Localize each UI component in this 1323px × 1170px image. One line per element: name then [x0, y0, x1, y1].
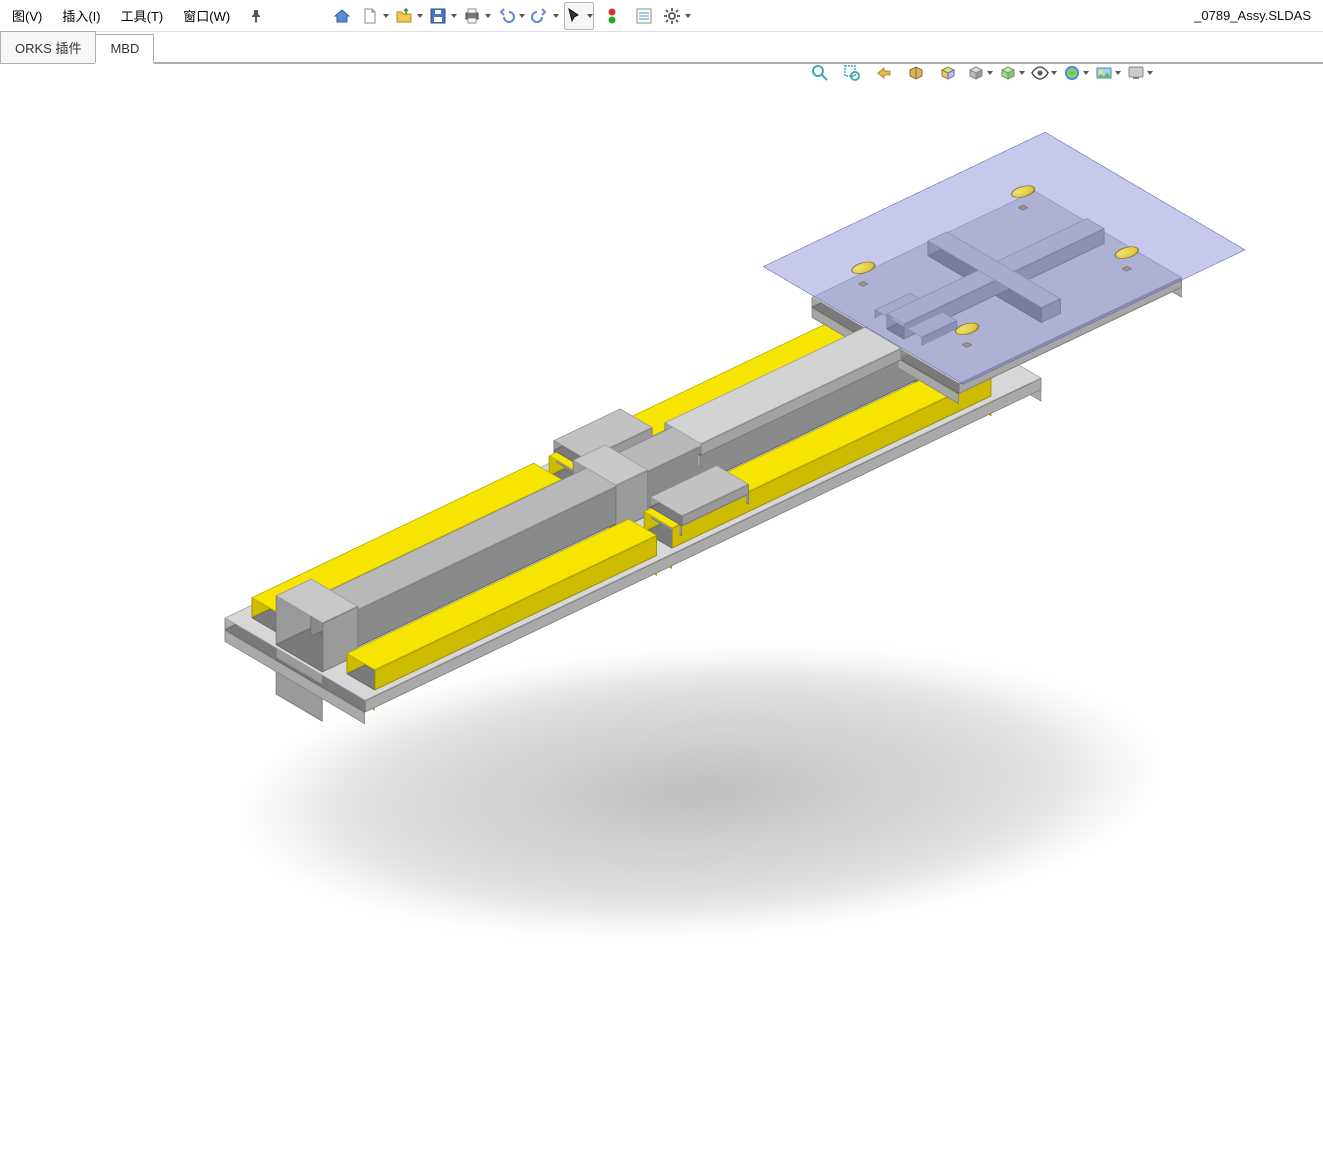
settings-gear-icon[interactable] — [662, 2, 692, 30]
view-settings-icon[interactable] — [1127, 60, 1153, 86]
select-cursor-icon[interactable] — [564, 2, 594, 30]
home-icon[interactable] — [328, 2, 356, 30]
menu-insert[interactable]: 插入(I) — [52, 2, 110, 29]
pin-icon[interactable] — [248, 8, 264, 24]
view-orientation-icon[interactable] — [935, 60, 961, 86]
rebuild-icon[interactable] — [598, 2, 626, 30]
section-view-icon[interactable] — [903, 60, 929, 86]
scene-icon[interactable] — [1095, 60, 1121, 86]
heads-up-toolbar — [807, 58, 1153, 88]
save-icon[interactable] — [428, 2, 458, 30]
redo-icon[interactable] — [530, 2, 560, 30]
menu-bar: 图(V) 插入(I) 工具(T) 窗口(W) _0789_Assy.SLDAS — [0, 0, 1323, 32]
print-icon[interactable] — [462, 2, 492, 30]
menu-tools[interactable]: 工具(T) — [111, 2, 174, 29]
tab-orks-plugin[interactable]: ORKS 插件 — [0, 31, 96, 63]
undo-icon[interactable] — [496, 2, 526, 30]
menu-window[interactable]: 窗口(W) — [173, 2, 240, 29]
zoom-area-icon[interactable] — [839, 60, 865, 86]
main-toolbar — [324, 0, 696, 32]
visibility-eye-icon[interactable] — [1031, 60, 1057, 86]
document-title: _0789_Assy.SLDAS — [1184, 8, 1321, 23]
previous-view-icon[interactable] — [871, 60, 897, 86]
appearance-icon[interactable] — [1063, 60, 1089, 86]
open-file-icon[interactable] — [394, 2, 424, 30]
new-file-icon[interactable] — [360, 2, 390, 30]
graphics-viewport[interactable] — [0, 90, 1323, 1170]
tab-mbd[interactable]: MBD — [95, 34, 154, 64]
hide-show-icon[interactable] — [999, 60, 1025, 86]
options-icon[interactable] — [630, 2, 658, 30]
display-style-icon[interactable] — [967, 60, 993, 86]
menu-view[interactable]: 图(V) — [2, 2, 52, 29]
floor-shadow — [30, 620, 1323, 1050]
zoom-fit-icon[interactable] — [807, 60, 833, 86]
